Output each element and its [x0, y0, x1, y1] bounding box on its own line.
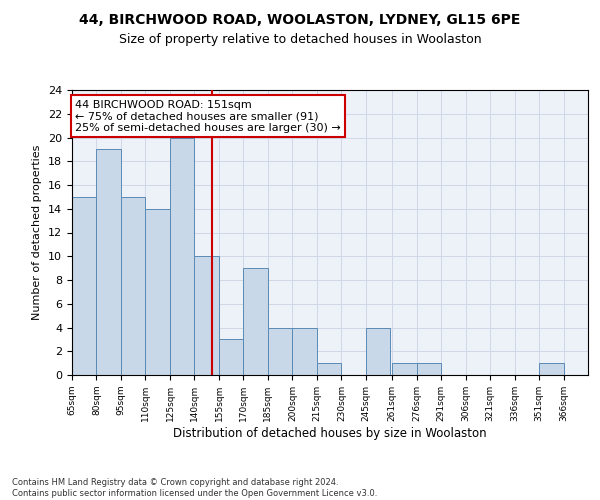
Bar — [392, 363, 416, 375]
Bar — [416, 363, 441, 375]
Bar — [292, 328, 317, 375]
Bar — [317, 363, 341, 375]
Bar — [268, 328, 292, 375]
Bar — [97, 150, 121, 375]
Text: 44, BIRCHWOOD ROAD, WOOLASTON, LYDNEY, GL15 6PE: 44, BIRCHWOOD ROAD, WOOLASTON, LYDNEY, G… — [79, 12, 521, 26]
Text: Contains HM Land Registry data © Crown copyright and database right 2024.
Contai: Contains HM Land Registry data © Crown c… — [12, 478, 377, 498]
Bar — [366, 328, 391, 375]
Bar — [194, 256, 219, 375]
Bar — [244, 268, 268, 375]
Bar — [170, 138, 194, 375]
Bar — [539, 363, 563, 375]
Text: Size of property relative to detached houses in Woolaston: Size of property relative to detached ho… — [119, 32, 481, 46]
Y-axis label: Number of detached properties: Number of detached properties — [32, 145, 43, 320]
Text: 44 BIRCHWOOD ROAD: 151sqm
← 75% of detached houses are smaller (91)
25% of semi-: 44 BIRCHWOOD ROAD: 151sqm ← 75% of detac… — [75, 100, 341, 132]
Bar — [219, 340, 244, 375]
Bar — [72, 197, 97, 375]
Bar — [121, 197, 145, 375]
X-axis label: Distribution of detached houses by size in Woolaston: Distribution of detached houses by size … — [173, 426, 487, 440]
Bar — [145, 209, 170, 375]
